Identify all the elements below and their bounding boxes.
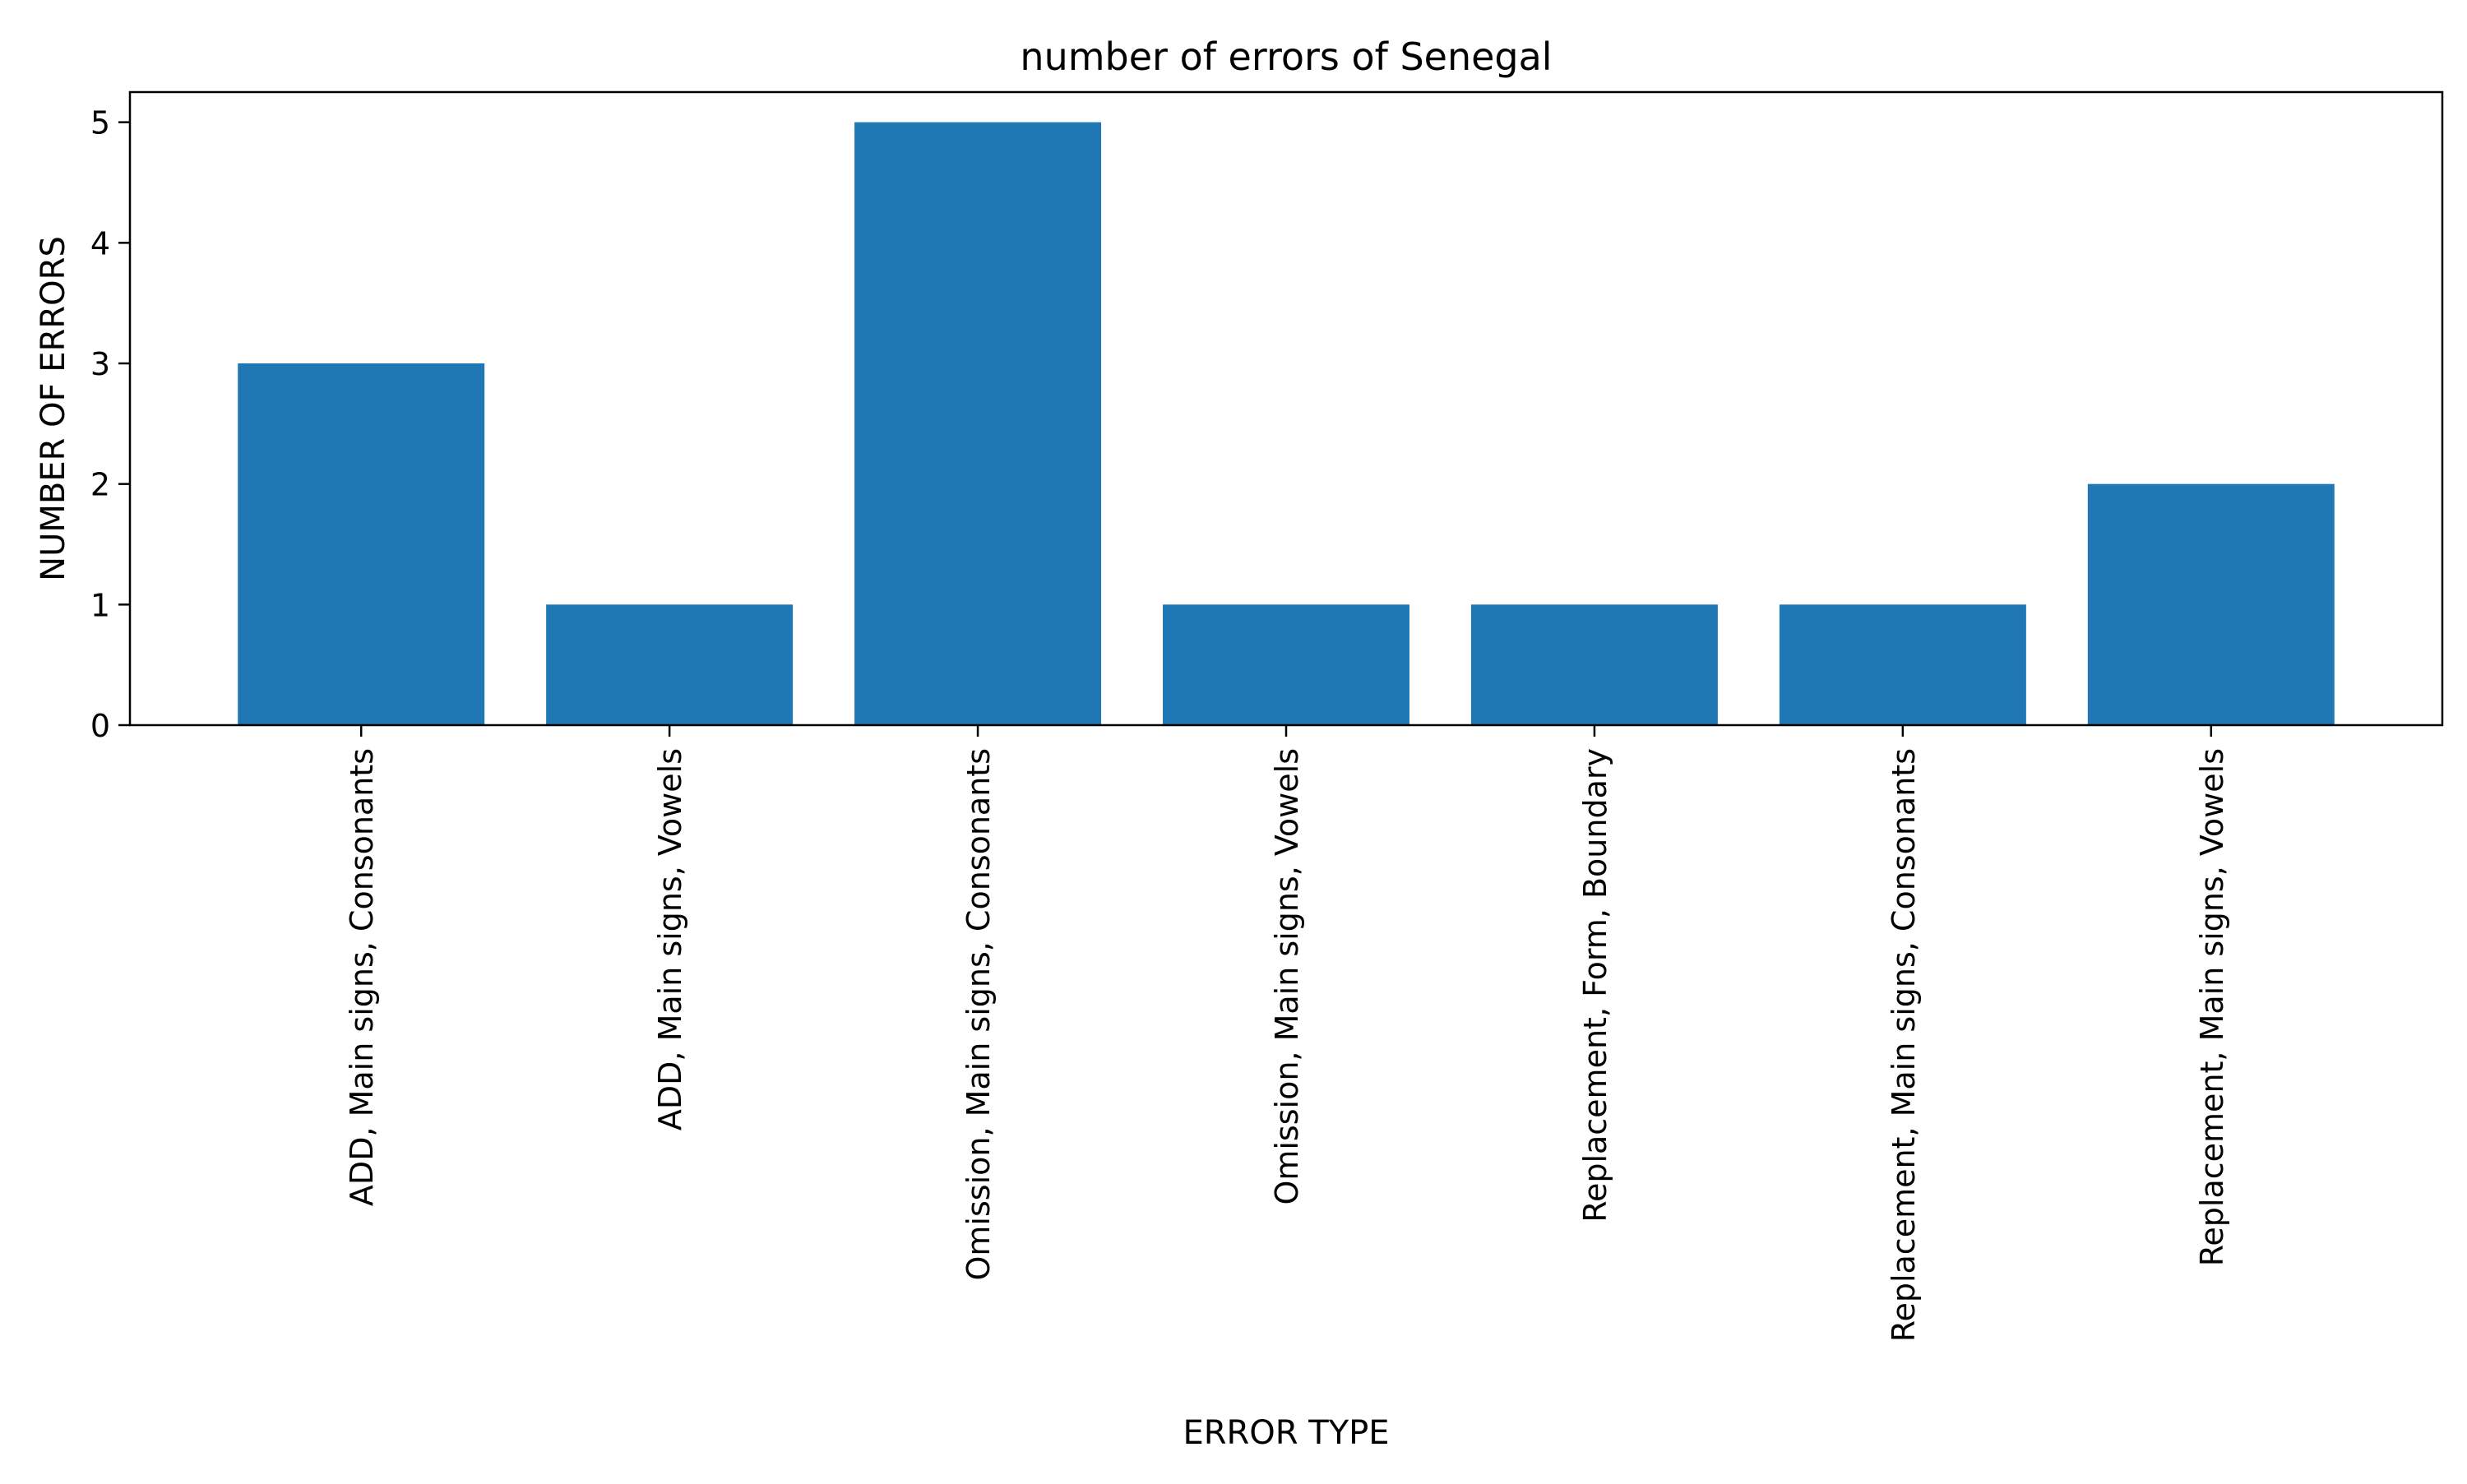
y-tick-label: 3: [90, 346, 110, 382]
x-tick-label: Replacement, Main signs, Consonants: [1886, 748, 1922, 1342]
y-axis-label: NUMBER OF ERRORS: [35, 236, 72, 581]
y-tick-label: 4: [90, 225, 110, 261]
x-tick-label: Omission, Main signs, Consonants: [960, 748, 997, 1281]
x-tick-label: ADD, Main signs, Consonants: [344, 748, 380, 1206]
x-axis-label: ERROR TYPE: [1183, 1414, 1389, 1452]
chart-title: number of errors of Senegal: [1020, 35, 1552, 79]
x-tick-label: ADD, Main signs, Vowels: [652, 748, 688, 1130]
plot-frame: [128, 90, 2444, 727]
bar: [854, 122, 1102, 725]
x-tick-label: Omission, Main signs, Vowels: [1269, 748, 1305, 1205]
bar: [546, 604, 794, 725]
y-axis: 0 1 2 3 4 5: [90, 105, 130, 744]
bar: [238, 363, 485, 725]
y-tick-label: 5: [90, 105, 110, 141]
bars-group: [238, 122, 2335, 725]
bar: [1779, 604, 2026, 725]
y-tick-label: 2: [90, 467, 110, 503]
y-tick-label: 0: [90, 708, 110, 744]
bar: [1470, 604, 1718, 725]
bar: [1163, 604, 1409, 725]
y-tick-label: 1: [90, 587, 110, 623]
x-tick-label: Replacement, Main signs, Vowels: [2194, 748, 2230, 1266]
x-axis: ADD, Main signs, Consonants ADD, Main sig…: [344, 725, 2230, 1342]
bar: [2087, 483, 2335, 725]
x-tick-label: Replacement, Form, Boundary: [1577, 748, 1613, 1223]
